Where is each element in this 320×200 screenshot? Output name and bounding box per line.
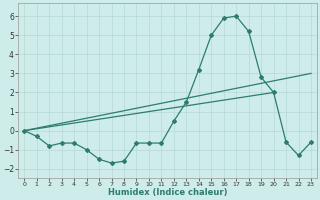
X-axis label: Humidex (Indice chaleur): Humidex (Indice chaleur) <box>108 188 228 197</box>
